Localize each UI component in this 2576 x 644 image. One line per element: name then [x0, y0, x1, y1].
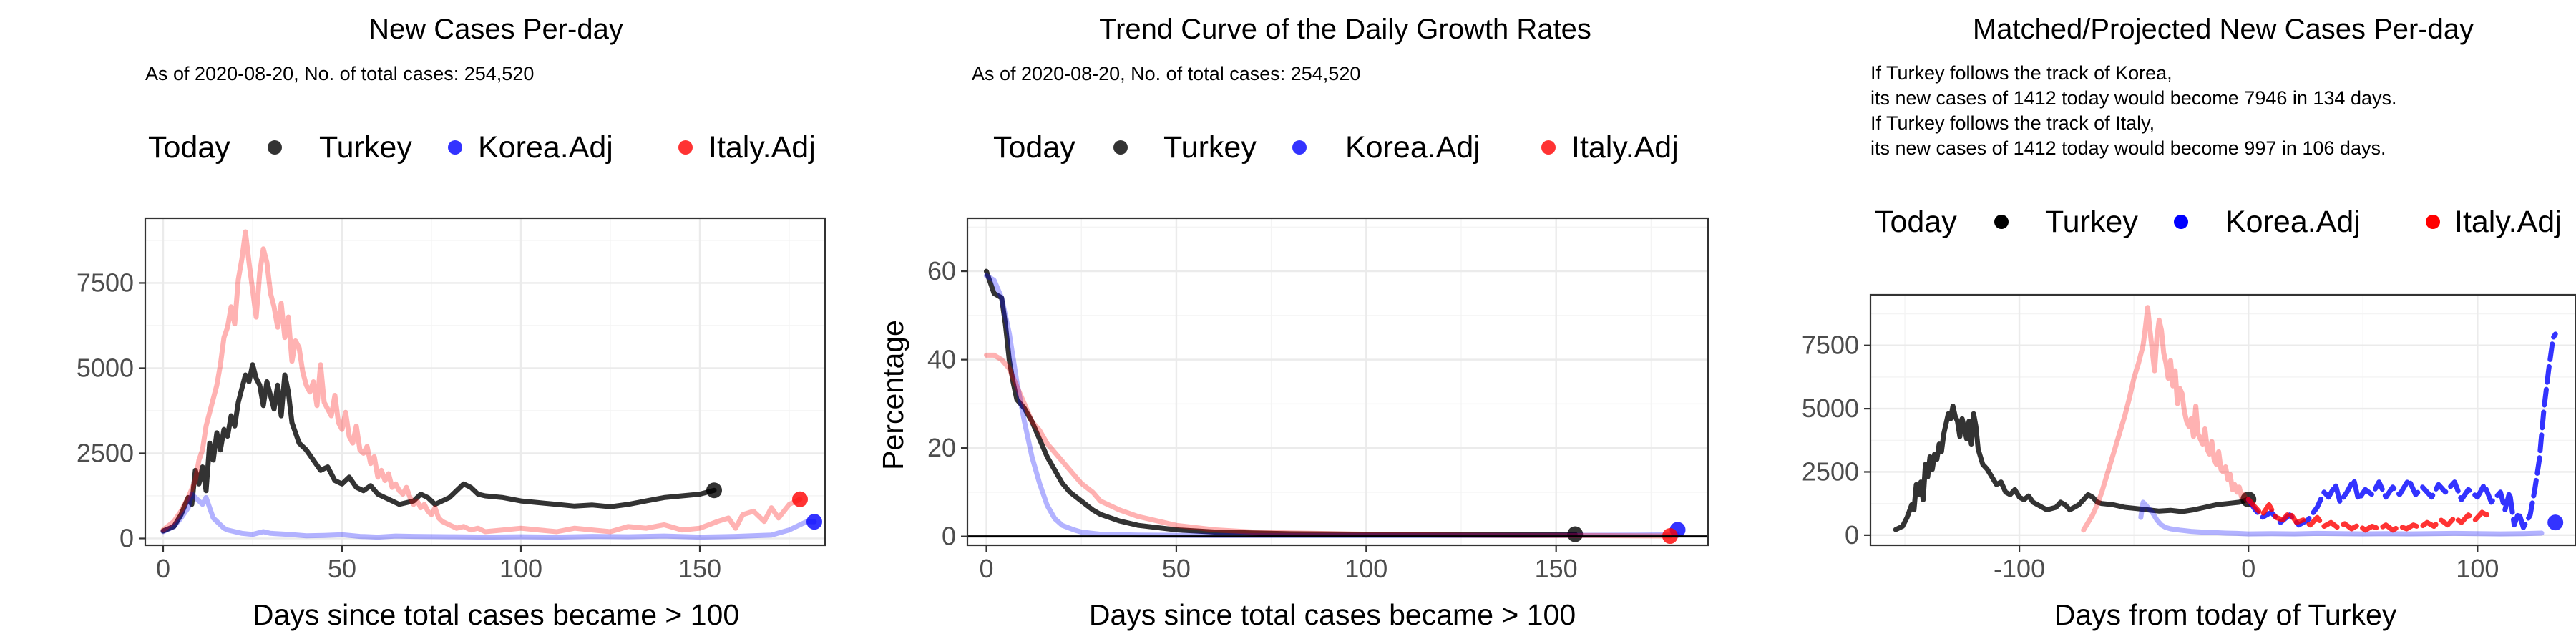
panel2-title: Trend Curve of the Daily Growth Rates [1099, 14, 1591, 45]
series-line [984, 352, 1673, 539]
panel2-subtitle: As of 2020-08-20, No. of total cases: 25… [972, 63, 1360, 84]
series-line [160, 362, 717, 534]
panel3-title: Matched/Projected New Cases Per-day [1973, 14, 2474, 45]
panel3-subtitle-line: its new cases of 1412 today would become… [1870, 87, 2396, 109]
y-tick-label: 7500 [1802, 331, 1859, 360]
x-tick-label: 100 [499, 554, 542, 583]
x-tick-label: 100 [2456, 554, 2499, 583]
plot-frame [1869, 293, 2576, 547]
panel1-legend-korea: Korea.Adj [478, 130, 613, 165]
panel1-title: New Cases Per-day [369, 14, 623, 45]
panel2-legend-korea: Korea.Adj [1345, 130, 1480, 165]
y-tick-label: 5000 [1802, 394, 1859, 423]
y-tick-label: 20 [927, 433, 956, 462]
panel3-legend: Today Turkey Korea.Adj Italy.Adj [1875, 205, 2562, 239]
y-tick-label: 0 [1845, 520, 1859, 550]
x-tick-label: -100 [1994, 554, 2045, 583]
panel2-legend: Today Turkey Korea.Adj Italy.Adj [993, 130, 1679, 165]
legend-key-korea [1292, 140, 1307, 155]
x-tick-label: 100 [1345, 554, 1387, 583]
y-tick-label: 2500 [1802, 457, 1859, 486]
legend-key-turkey [268, 140, 282, 155]
x-tick-label: 50 [1162, 554, 1191, 583]
panel1-plot: 0 50 100 150 0 2500 5000 7500 [77, 217, 826, 583]
legend-key-turkey [1113, 140, 1128, 155]
today-marker [706, 482, 722, 499]
y-tick-label: 0 [942, 522, 956, 551]
series-line [984, 273, 1680, 538]
panel3-legend-title: Today [1875, 205, 1957, 239]
legend-key-italy [2426, 215, 2440, 229]
panel3-plot: -100 0 100 0 2500 5000 7500 [1802, 293, 2576, 583]
legend-key-turkey [1994, 215, 2009, 229]
y-tick-label: 40 [927, 345, 956, 374]
y-tick-label: 7500 [77, 268, 134, 297]
panel3-subtitle-line: its new cases of 1412 today would become… [1870, 137, 2386, 159]
panel2-x-axis-title: Days since total cases became > 100 [1089, 598, 1576, 631]
series-line [2081, 305, 2251, 533]
panel2-legend-title: Today [993, 130, 1075, 165]
panel1-legend: Today Turkey Korea.Adj Italy.Adj [148, 130, 816, 165]
today-marker [792, 491, 808, 507]
y-tick-label: 0 [119, 523, 134, 552]
legend-key-italy [678, 140, 693, 155]
series-line [1893, 404, 2251, 532]
series-line [2138, 499, 2545, 537]
panel3-legend-turkey: Turkey [2045, 205, 2138, 239]
today-marker [1567, 526, 1584, 542]
series-line [2245, 497, 2494, 533]
panel1-legend-italy: Italy.Adj [708, 130, 816, 165]
panel3-subtitle: If Turkey follows the track of Korea, it… [1870, 62, 2396, 159]
plot-frame [144, 217, 826, 547]
panel2-legend-italy: Italy.Adj [1571, 130, 1679, 165]
today-marker [2547, 514, 2564, 531]
legend-key-korea [2174, 215, 2188, 229]
panel3-subtitle-line: If Turkey follows the track of Korea, [1870, 62, 2172, 84]
series-line [160, 492, 817, 540]
panel3-legend-korea: Korea.Adj [2225, 205, 2361, 239]
panel2-legend-turkey: Turkey [1163, 130, 1257, 165]
y-tick-label: 60 [927, 256, 956, 286]
series-line [2245, 331, 2558, 530]
x-tick-label: 50 [328, 554, 356, 583]
today-marker [806, 514, 822, 530]
legend-key-italy [1541, 140, 1556, 155]
x-tick-label: 0 [2241, 554, 2255, 583]
panel1-legend-turkey: Turkey [319, 130, 412, 165]
panel1-subtitle: As of 2020-08-20, No. of total cases: 25… [145, 63, 534, 84]
x-tick-label: 150 [1535, 554, 1578, 583]
panel-projected: Matched/Projected New Cases Per-day If T… [1802, 14, 2576, 631]
series-line [984, 268, 1578, 537]
panel2-plot: 0 50 100 150 0 20 40 60 [927, 217, 1709, 583]
panel3-subtitle-line: If Turkey follows the track of Italy, [1870, 112, 2155, 134]
series-line [160, 229, 803, 535]
plot-frame [966, 217, 1709, 547]
panel1-legend-title: Today [148, 130, 230, 165]
y-tick-label: 2500 [77, 438, 134, 467]
y-tick-label: 5000 [77, 353, 134, 382]
panel1-x-axis-title: Days since total cases became > 100 [253, 598, 739, 631]
panel3-legend-italy: Italy.Adj [2454, 205, 2562, 239]
panel3-x-axis-title: Days from today of Turkey [2054, 598, 2397, 631]
x-tick-label: 0 [156, 554, 170, 583]
x-tick-label: 0 [980, 554, 994, 583]
panel-growth-rates: Trend Curve of the Daily Growth Rates As… [877, 14, 1709, 631]
panel2-y-axis-title: Percentage [877, 320, 909, 470]
panel-new-cases: New Cases Per-day As of 2020-08-20, No. … [77, 14, 826, 631]
x-tick-label: 150 [678, 554, 721, 583]
legend-key-korea [448, 140, 462, 155]
